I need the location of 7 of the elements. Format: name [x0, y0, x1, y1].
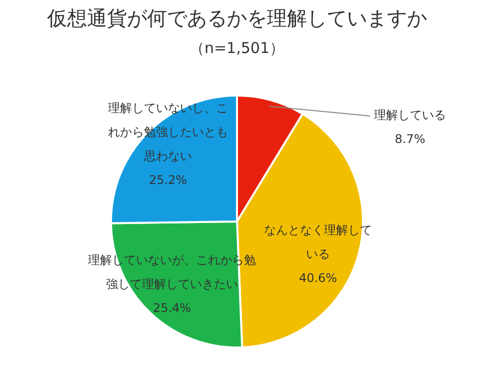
data-label: 25.2%	[148, 173, 188, 188]
slice-label: 理解している	[374, 108, 446, 122]
chart-title: 仮想通貨が何であるかを理解していますか	[46, 6, 427, 30]
data-label: 25.4%	[152, 301, 192, 316]
data-label: 40.6%	[298, 271, 338, 286]
chart-subtitle: （n=1,501）	[189, 38, 285, 57]
data-label: 8.7%	[394, 132, 426, 146]
